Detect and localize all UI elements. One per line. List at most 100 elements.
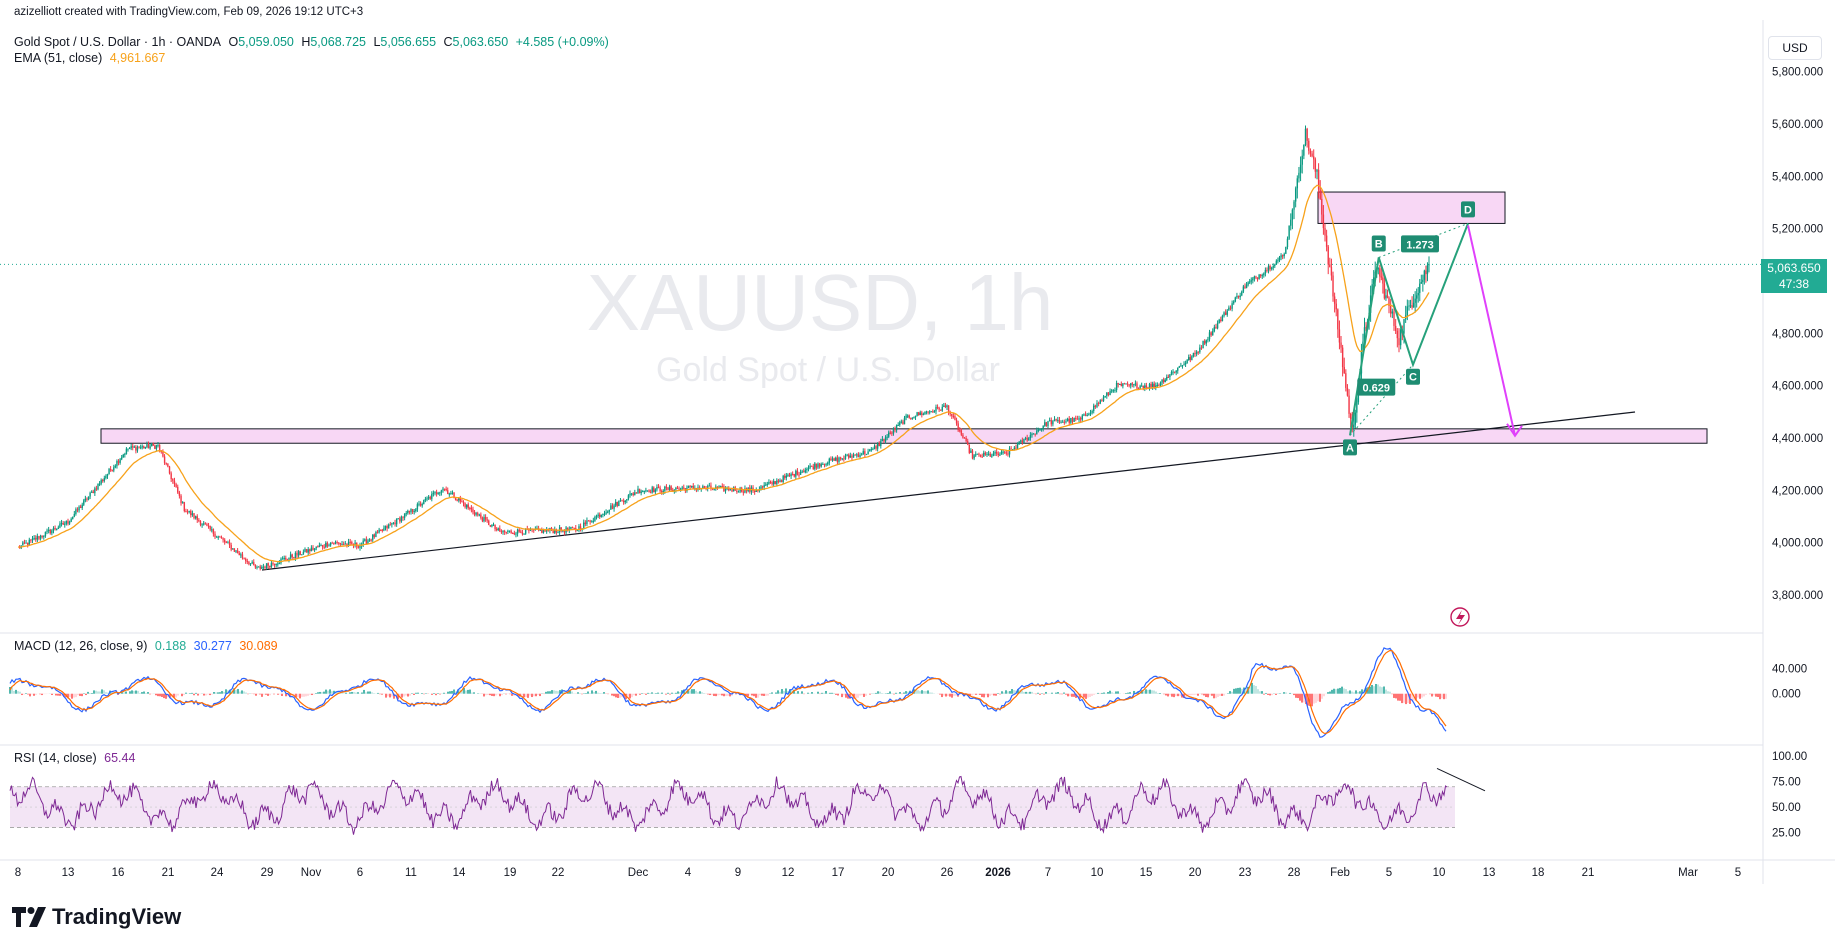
candle-body: [789, 475, 790, 476]
macd-histogram-bar: [591, 690, 593, 693]
macd-histogram-bar: [407, 694, 409, 697]
candle-body: [226, 542, 227, 543]
candle-body: [518, 530, 519, 532]
legend-rsi[interactable]: RSI (14, close) 65.44: [14, 751, 139, 765]
legend-macd[interactable]: MACD (12, 26, close, 9) 0.188 30.277 30.…: [14, 639, 282, 653]
macd-histogram-bar: [973, 694, 975, 695]
candle-body: [1397, 331, 1398, 338]
candle-body: [472, 509, 473, 512]
macd-histogram-bar: [1353, 692, 1355, 693]
candle-body: [678, 489, 679, 490]
macd-histogram-bar: [1417, 694, 1419, 698]
macd-histogram-bar: [147, 692, 149, 694]
candle-body: [29, 540, 30, 545]
macd-histogram-bar: [917, 690, 919, 693]
macd-histogram-bar: [985, 694, 987, 695]
macd-histogram-bar: [265, 694, 267, 695]
time-axis-tick: 7: [1045, 867, 1051, 879]
macd-histogram-bar: [123, 692, 125, 693]
candle-body: [447, 490, 448, 494]
candle-body: [62, 523, 63, 525]
candle-body: [366, 539, 367, 543]
candle-body: [722, 486, 723, 487]
candle-body: [1257, 277, 1258, 279]
candle-body: [460, 498, 461, 501]
macd-histogram-bar: [1283, 692, 1285, 694]
symbol-title[interactable]: Gold Spot / U.S. Dollar · 1h · OANDA: [14, 35, 221, 49]
candle-body: [1065, 421, 1066, 422]
macd-histogram-bar: [555, 691, 557, 694]
candle-body: [771, 482, 772, 484]
candle-body: [872, 449, 873, 450]
candle-body: [288, 558, 289, 560]
macd-histogram-bar: [633, 694, 635, 695]
candle-body: [1218, 320, 1219, 323]
candle-body: [1231, 303, 1232, 308]
macd-histogram-bar: [531, 694, 533, 697]
candle-body: [78, 507, 79, 511]
candle-body: [369, 540, 370, 541]
time-axis-tick: 13: [1483, 867, 1496, 879]
candle-body: [279, 563, 280, 564]
candle-body: [180, 496, 181, 503]
candle-body: [845, 456, 846, 459]
macd-histogram-bar: [177, 694, 179, 696]
candle-body: [886, 437, 887, 438]
macd-histogram-bar: [691, 689, 693, 694]
candle-body: [314, 548, 315, 550]
candle-body: [203, 523, 204, 524]
time-axis-tick: 6: [357, 867, 363, 879]
macd-histogram-bar: [217, 692, 219, 693]
macd-histogram-bar: [23, 694, 25, 695]
legend-ema[interactable]: EMA (51, close) 4,961.667: [14, 51, 169, 65]
candle-body: [1157, 385, 1158, 386]
candle-body: [1284, 254, 1285, 256]
candle-body: [1060, 422, 1061, 423]
candle-body: [1269, 266, 1270, 269]
candle-body: [27, 543, 28, 545]
macd-histogram-bar: [495, 694, 497, 696]
macd-histogram-bar: [921, 690, 923, 694]
candle-body: [126, 449, 127, 454]
candle-body: [1428, 264, 1429, 265]
candle-body: [1125, 383, 1126, 384]
macd-histogram-bar: [619, 694, 621, 698]
candle-body: [1093, 406, 1094, 411]
candle-body: [250, 563, 251, 564]
tradingview-logo[interactable]: TradingView: [12, 904, 181, 930]
candle-body: [351, 542, 352, 544]
projection-arrow: [1468, 225, 1515, 435]
macd-histogram-bar: [1433, 694, 1435, 696]
candle-body: [1252, 279, 1253, 281]
macd-histogram-bar: [1149, 690, 1151, 694]
candle-body: [433, 493, 434, 494]
currency-button[interactable]: USD: [1768, 36, 1822, 60]
macd-histogram-bar: [97, 691, 99, 693]
candle-body: [1108, 392, 1109, 395]
candle-body: [899, 422, 900, 425]
candle-body: [915, 416, 916, 417]
candle-body: [1130, 383, 1131, 385]
candle-body: [439, 492, 440, 493]
candle-body: [54, 528, 55, 529]
candle-body: [398, 518, 399, 519]
macd-histogram-bar: [209, 694, 211, 695]
candle-body: [192, 513, 193, 515]
candle-body: [1258, 275, 1259, 279]
candle-body: [1306, 129, 1307, 141]
candle-body: [483, 517, 484, 521]
macd-histogram-bar: [1055, 693, 1057, 694]
macd-histogram-bar: [125, 692, 127, 694]
candle-body: [994, 452, 995, 454]
macd-histogram-bar: [999, 694, 1001, 695]
candle-body: [1018, 442, 1019, 445]
candle-body: [1091, 411, 1092, 413]
macd-histogram-bar: [355, 693, 357, 694]
candle-body: [760, 486, 761, 489]
macd-histogram-bar: [593, 692, 595, 694]
macd-histogram-bar: [1439, 694, 1441, 699]
candle-body: [1204, 341, 1205, 344]
candle-body: [1122, 383, 1123, 386]
candle-body: [1022, 440, 1023, 443]
